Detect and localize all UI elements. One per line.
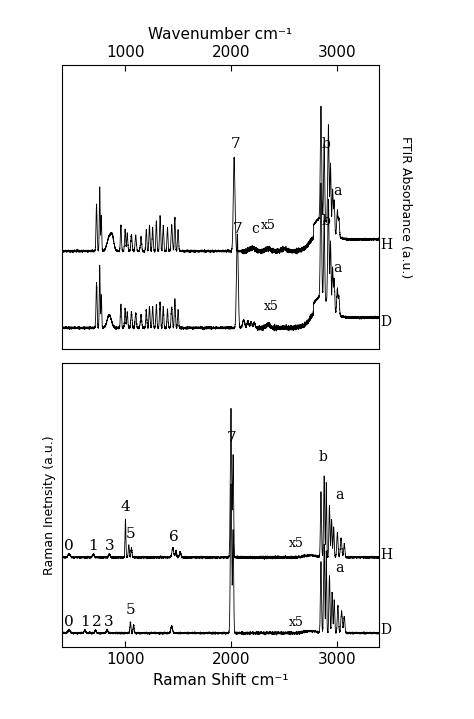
- Text: 1: 1: [80, 615, 90, 629]
- Text: D: D: [380, 315, 391, 329]
- Text: 7: 7: [227, 431, 237, 444]
- Text: 2: 2: [91, 615, 101, 629]
- X-axis label: Raman Shift cm⁻¹: Raman Shift cm⁻¹: [153, 672, 288, 687]
- Text: 3: 3: [105, 539, 115, 554]
- Text: a: a: [335, 561, 343, 574]
- Text: x5: x5: [261, 219, 275, 232]
- Y-axis label: Raman Inetnsity (a.u.): Raman Inetnsity (a.u.): [43, 435, 56, 575]
- Text: x5: x5: [264, 301, 279, 313]
- Y-axis label: FTIR Absorbance (a.u.): FTIR Absorbance (a.u.): [399, 136, 411, 278]
- Text: 7: 7: [233, 222, 242, 237]
- X-axis label: Wavenumber cm⁻¹: Wavenumber cm⁻¹: [148, 27, 292, 42]
- Text: 7: 7: [230, 137, 240, 150]
- Text: 0: 0: [64, 615, 74, 629]
- Text: 3: 3: [103, 615, 113, 629]
- Text: x5: x5: [289, 616, 304, 629]
- Text: 0: 0: [64, 539, 74, 554]
- Text: b: b: [321, 137, 330, 150]
- Text: b: b: [321, 214, 330, 227]
- Text: H: H: [380, 238, 392, 252]
- Text: a: a: [334, 184, 342, 198]
- Text: c: c: [251, 222, 259, 237]
- Text: 4: 4: [121, 500, 130, 514]
- Text: H: H: [380, 548, 392, 562]
- Text: b: b: [319, 450, 328, 464]
- Text: 5: 5: [126, 527, 136, 541]
- Text: a: a: [335, 488, 343, 502]
- Text: a: a: [334, 261, 342, 275]
- Text: 6: 6: [169, 531, 179, 544]
- Text: D: D: [380, 623, 391, 638]
- Text: 1: 1: [89, 539, 98, 554]
- Text: x5: x5: [289, 537, 304, 550]
- Text: 5: 5: [126, 603, 136, 617]
